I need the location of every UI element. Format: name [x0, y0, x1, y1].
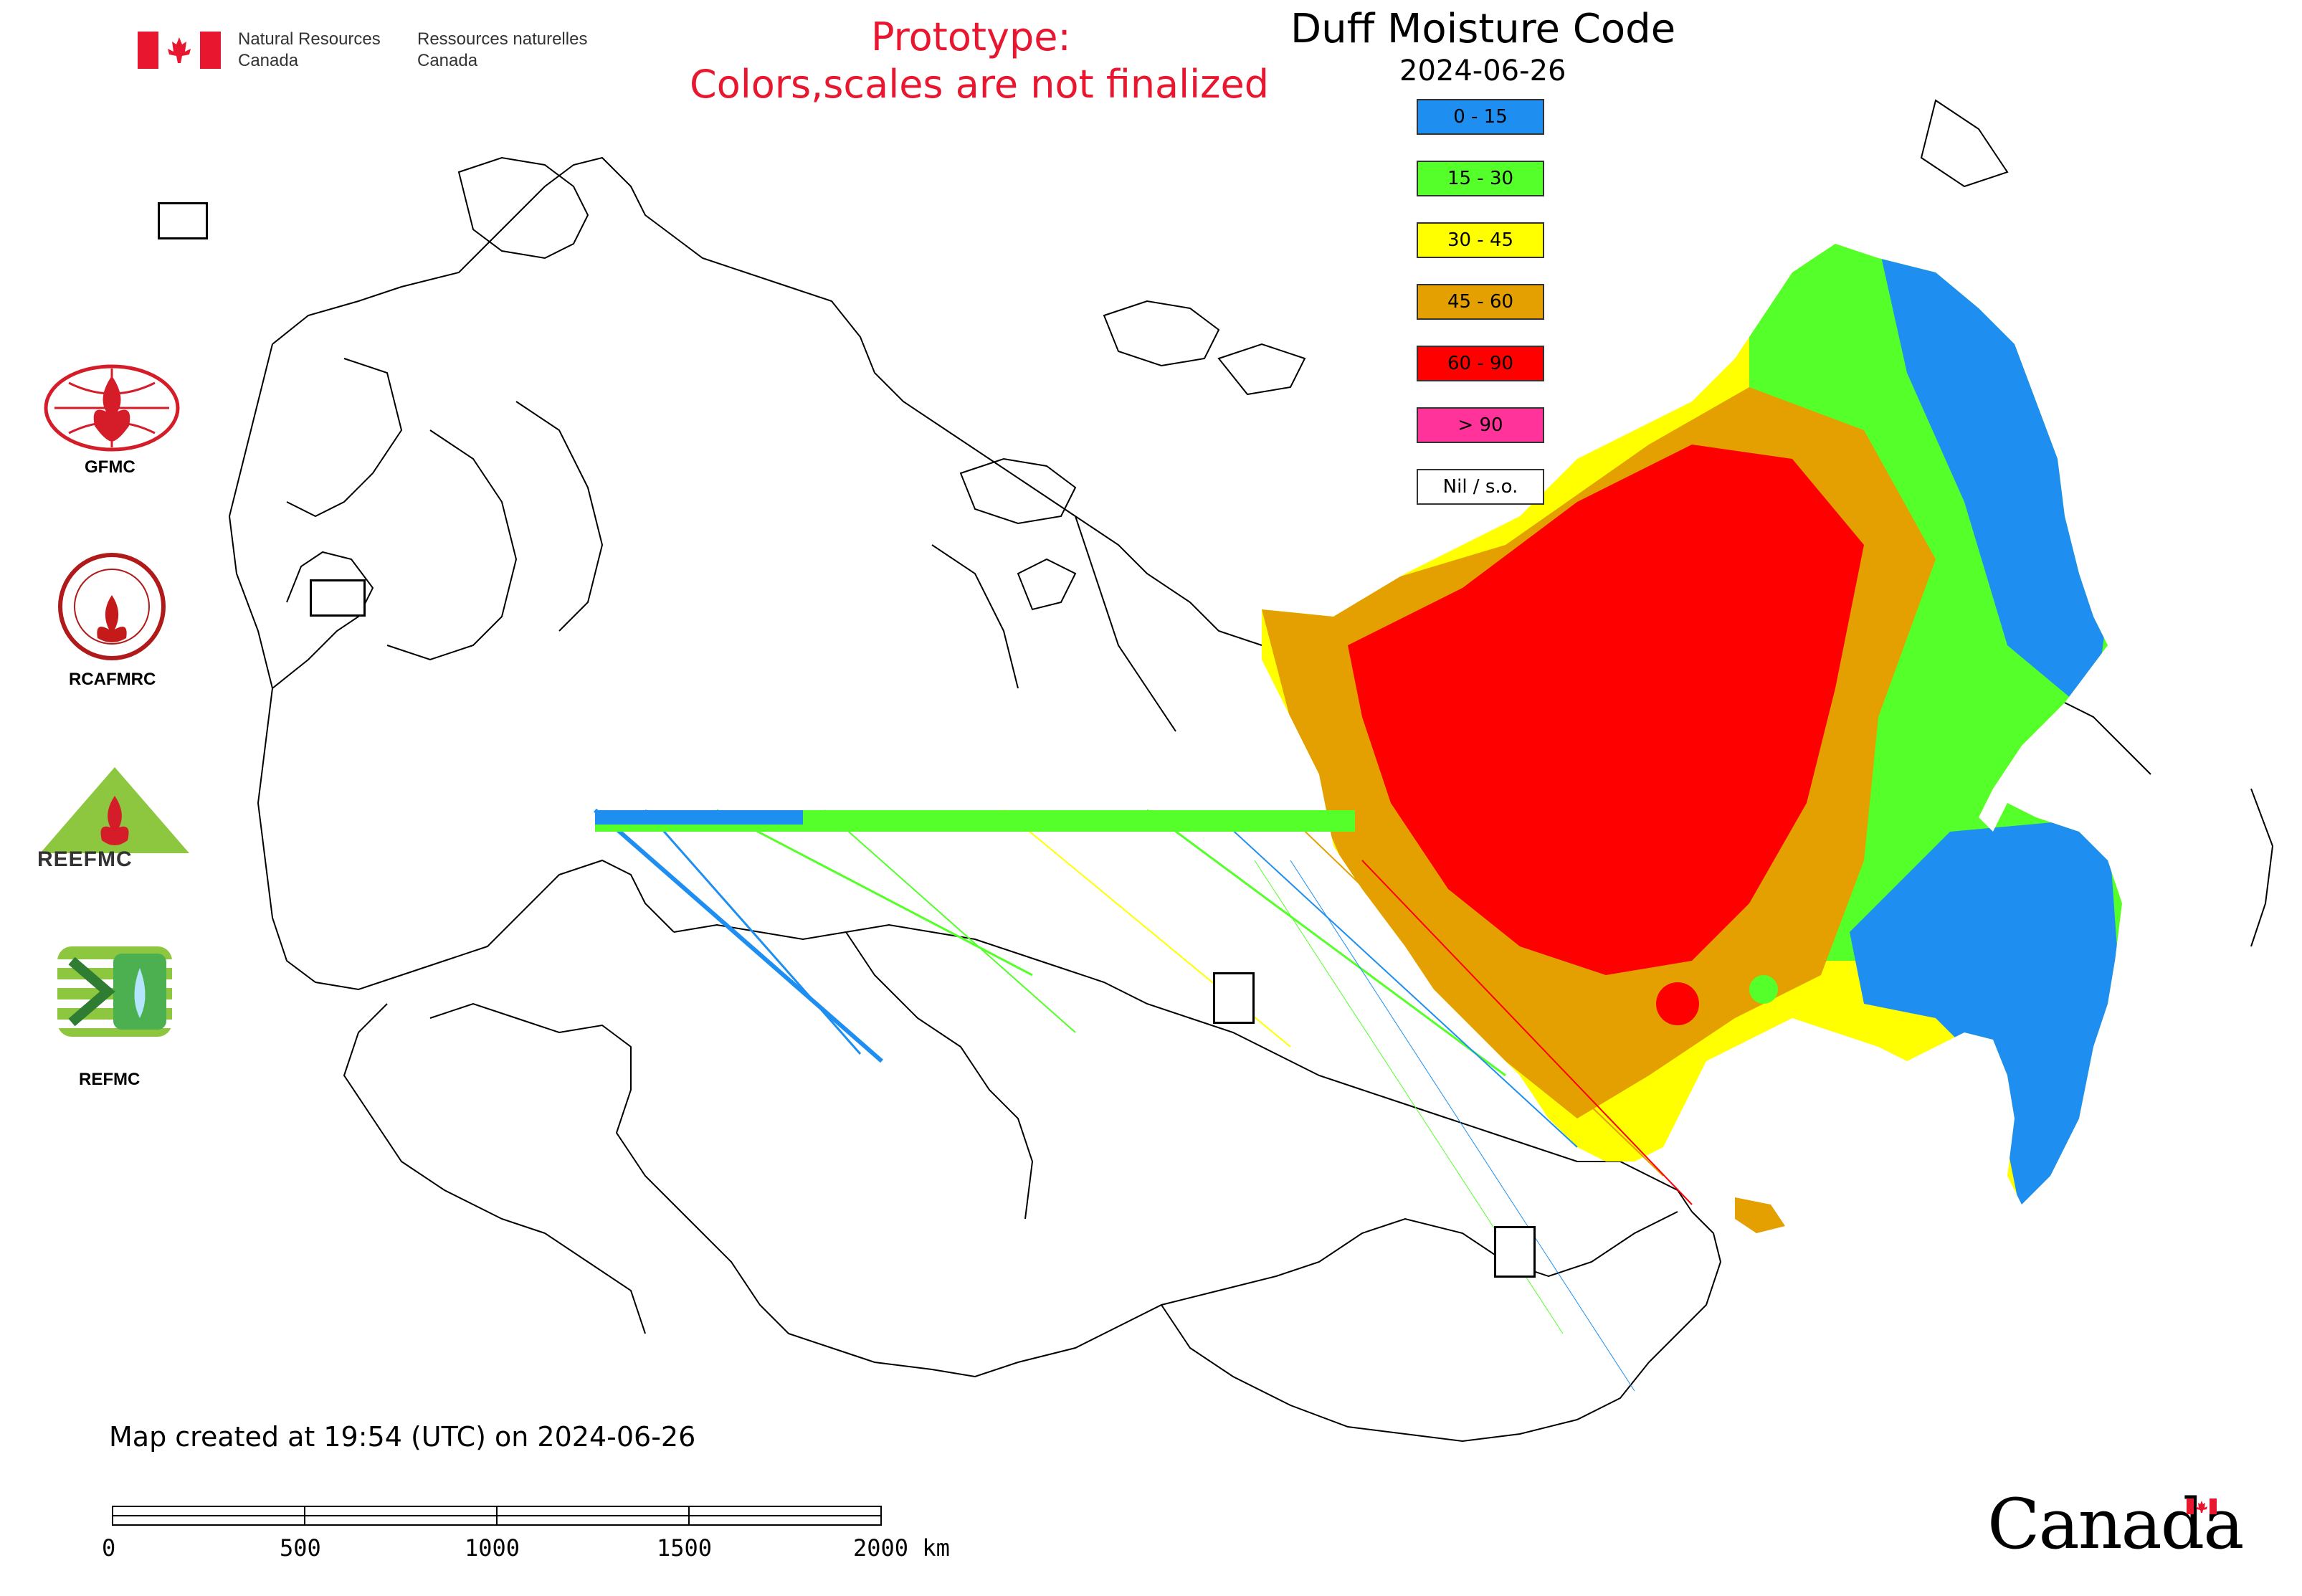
scale-tick-0: 0	[102, 1534, 116, 1562]
map-created-note: Map created at 19:54 (UTC) on 2024-06-26	[109, 1421, 696, 1453]
map-title: Duff Moisture Code	[1290, 6, 1676, 52]
scale-tick-1000: 1000	[465, 1534, 520, 1562]
legend-item-0-15: 0 - 15	[1417, 99, 1544, 135]
legend-label: 45 - 60	[1447, 291, 1514, 313]
rcafmrc-marker-icon	[1494, 1226, 1536, 1278]
rcafmrc-emblem-icon	[58, 553, 166, 660]
gfmc-label: GFMC	[85, 457, 135, 477]
rcafmrc-logo	[57, 552, 166, 661]
reefmc-label: REEFMC	[37, 847, 133, 871]
legend-item-15-30: 15 - 30	[1417, 161, 1544, 196]
rcafmrc-label: RCAFMRC	[69, 670, 156, 689]
moisture-raster	[1262, 244, 2122, 1205]
gfmc-marker-icon	[158, 202, 208, 239]
nrcan-en-line1: Natural Resources	[238, 29, 381, 49]
scale-tick-2000: 2000 km	[853, 1534, 950, 1562]
reefmc-emblem-icon	[40, 767, 189, 853]
legend-label: Nil / s.o.	[1442, 476, 1518, 498]
island-red	[1735, 1197, 1785, 1233]
legend-label: 0 - 15	[1453, 106, 1508, 128]
scale-tick-1500: 1500	[657, 1534, 713, 1562]
raster-band-blue	[595, 810, 803, 825]
legend-item-45-60: 45 - 60	[1417, 284, 1544, 320]
map-date: 2024-06-26	[1399, 54, 1566, 87]
nrcan-fr-line1: Ressources naturelles	[417, 29, 588, 49]
legend-label: 30 - 45	[1447, 229, 1514, 251]
scale-bar	[112, 1506, 882, 1526]
reefmc-marker-icon	[310, 579, 366, 617]
canada-wordmark: Canada	[1987, 1484, 2244, 1564]
legend-item-over-90: > 90	[1417, 407, 1544, 443]
canada-wordmark-flag-icon	[2187, 1498, 2217, 1514]
refmc-label: REFMC	[79, 1070, 141, 1089]
nrcan-french: Ressources naturelles Canada	[417, 29, 587, 72]
nrcan-english: Natural Resources Canada	[238, 29, 381, 72]
prototype-notice-line1: Prototype:	[871, 14, 1071, 60]
nrcan-en-line2: Canada	[238, 51, 299, 70]
refmc-logo	[57, 946, 172, 1037]
refmc-emblem-icon	[57, 946, 172, 1037]
raster-smear	[594, 808, 1693, 1392]
canada-flag-icon	[138, 32, 221, 69]
refmc-marker-icon	[1213, 972, 1255, 1024]
legend-item-nil: Nil / s.o.	[1417, 469, 1544, 505]
reefmc-logo	[37, 767, 192, 875]
basemap-outlines	[228, 99, 2274, 1443]
gfmc-emblem-icon	[44, 364, 180, 452]
legend-label: 15 - 30	[1447, 168, 1514, 189]
nrcan-fr-line2: Canada	[417, 51, 478, 70]
legend-label: 60 - 90	[1447, 353, 1514, 374]
prototype-notice-line2: Colors,scales are not finalized	[690, 62, 1269, 107]
gfmc-logo	[40, 361, 184, 455]
legend-item-60-90: 60 - 90	[1417, 346, 1544, 381]
legend-item-30-45: 30 - 45	[1417, 222, 1544, 258]
legend-label: > 90	[1457, 414, 1503, 436]
scale-tick-500: 500	[280, 1534, 321, 1562]
